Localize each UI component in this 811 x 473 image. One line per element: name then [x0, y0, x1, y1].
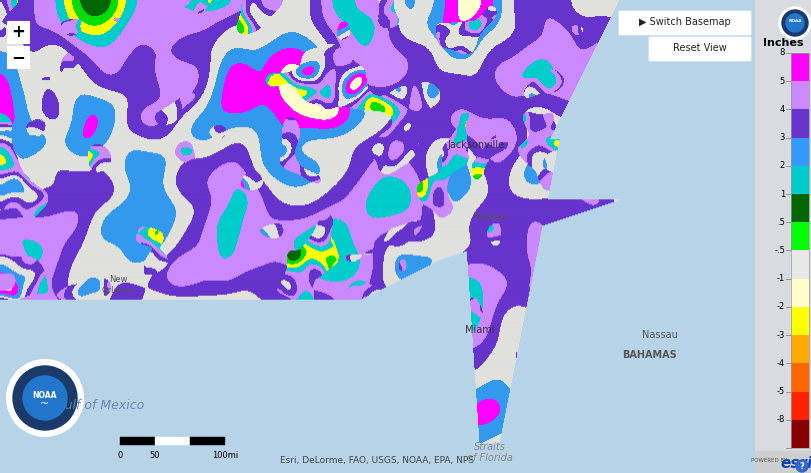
Bar — [790, 420, 808, 448]
Bar — [754, 451, 811, 473]
Text: -2: -2 — [776, 302, 784, 311]
Text: Nassau: Nassau — [642, 330, 677, 340]
Text: -3: -3 — [775, 331, 784, 340]
Text: ▶ Switch Basemap: ▶ Switch Basemap — [638, 17, 730, 27]
Text: -8: -8 — [775, 415, 784, 424]
Circle shape — [778, 7, 810, 39]
Bar — [7, 46, 29, 68]
Text: 8: 8 — [779, 49, 784, 58]
Text: Gulf of Mexico: Gulf of Mexico — [55, 398, 144, 412]
Circle shape — [781, 10, 807, 36]
Bar — [790, 392, 808, 420]
Circle shape — [13, 366, 77, 430]
Bar — [790, 109, 808, 138]
Text: Orlando: Orlando — [473, 213, 506, 222]
FancyBboxPatch shape — [618, 11, 750, 35]
Bar — [790, 194, 808, 222]
Text: -5: -5 — [776, 387, 784, 396]
Circle shape — [7, 360, 83, 436]
Bar — [790, 363, 808, 392]
Text: .5: .5 — [776, 218, 784, 227]
Text: ?: ? — [799, 462, 804, 471]
Text: 4: 4 — [779, 105, 784, 114]
Text: -4: -4 — [776, 359, 784, 368]
Bar — [190, 437, 225, 445]
Text: 3: 3 — [779, 133, 784, 142]
Bar — [155, 437, 190, 445]
Circle shape — [795, 460, 807, 472]
Text: 2: 2 — [779, 161, 784, 170]
Bar — [790, 138, 808, 166]
Text: 0: 0 — [118, 451, 122, 460]
Bar — [790, 335, 808, 363]
Text: NOAA: NOAA — [32, 391, 58, 400]
Text: 50: 50 — [149, 451, 160, 460]
Circle shape — [785, 14, 803, 32]
Text: 1: 1 — [779, 190, 784, 199]
Text: 5: 5 — [779, 77, 784, 86]
Text: Reset View: Reset View — [672, 43, 726, 53]
Text: Esri, DeLorme, FAO, USGS, NOAA, EPA, NPS: Esri, DeLorme, FAO, USGS, NOAA, EPA, NPS — [280, 456, 474, 465]
Text: -1: -1 — [776, 274, 784, 283]
Text: Jacksonville: Jacksonville — [447, 140, 504, 150]
Text: Straits: Straits — [474, 442, 505, 452]
FancyBboxPatch shape — [648, 37, 750, 61]
Text: -.5: -.5 — [773, 246, 784, 255]
Circle shape — [23, 376, 67, 420]
Text: NOAA: NOAA — [787, 19, 800, 23]
Text: 100mi: 100mi — [212, 451, 238, 460]
Text: +: + — [11, 23, 25, 41]
Text: esri: esri — [780, 455, 811, 471]
Bar — [790, 251, 808, 279]
Text: ~: ~ — [41, 399, 49, 409]
Bar — [790, 53, 808, 448]
Bar — [120, 437, 155, 445]
Text: of Florida: of Florida — [466, 453, 513, 463]
Text: Inches: Inches — [762, 38, 802, 48]
Text: Miami: Miami — [465, 325, 494, 335]
Bar — [790, 222, 808, 251]
Bar — [790, 279, 808, 307]
Bar — [790, 81, 808, 109]
Bar — [790, 307, 808, 335]
Text: BAHAMAS: BAHAMAS — [622, 350, 676, 360]
Bar — [790, 53, 808, 81]
Text: POWERED BY: POWERED BY — [750, 457, 786, 463]
Text: −: − — [11, 48, 25, 66]
Bar — [7, 21, 29, 43]
Text: New
Orleans: New Orleans — [101, 275, 134, 295]
Bar — [790, 166, 808, 194]
